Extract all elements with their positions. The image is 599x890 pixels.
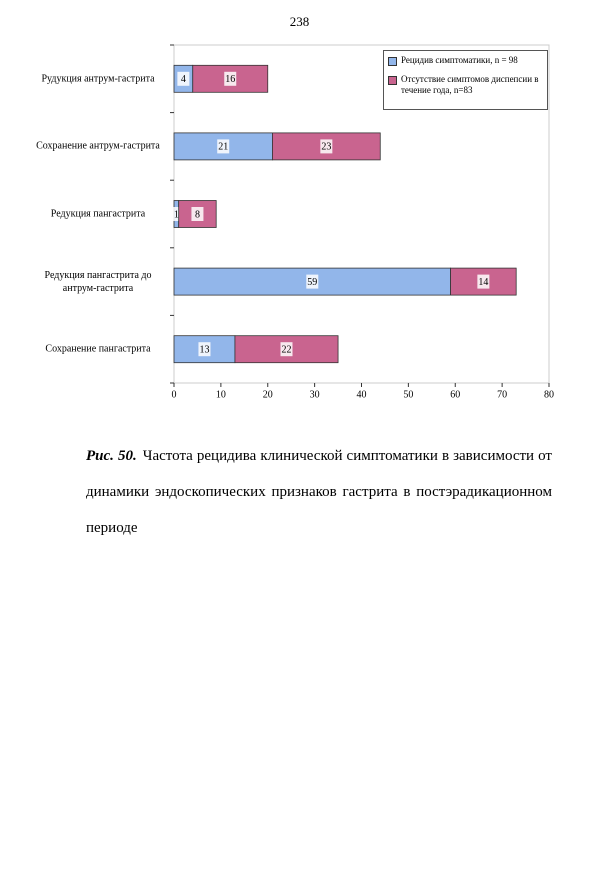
x-tick-label: 0: [172, 389, 177, 400]
legend-swatch: [388, 57, 397, 66]
data-label: 13: [199, 344, 209, 355]
legend: Рецидив симптоматики, n = 98 Отсутствие с…: [383, 50, 548, 110]
legend-swatch: [388, 76, 397, 85]
data-label: 16: [225, 74, 235, 85]
data-label-box: [320, 139, 333, 154]
data-label-box: [191, 207, 204, 221]
data-label-box: [224, 71, 237, 86]
x-tick-label: 50: [403, 389, 413, 400]
data-label: 14: [478, 277, 488, 288]
legend-label: Рецидив симптоматики, n = 98: [401, 55, 518, 65]
data-label-box: [217, 139, 230, 154]
chart: 0 10 20 30 40 50 60 70 80 4 16 21 23 1 8 59 14 13 22: [170, 44, 554, 400]
data-label-box: [306, 274, 319, 289]
data-label: 23: [321, 142, 331, 153]
data-label-box: [198, 342, 211, 357]
caption-text: Частота рецидива клинической симптоматик…: [86, 448, 552, 536]
caption: Рис. 50. Частота рецидива клинической сим…: [86, 438, 552, 546]
legend-entry: Отсутствие симптомов диспепсии в течение…: [388, 74, 543, 96]
x-tick-label: 70: [497, 389, 507, 400]
x-tick-label: 20: [263, 389, 273, 400]
data-label-box: [280, 342, 293, 357]
legend-entry: Рецидив симптоматики, n = 98: [388, 55, 543, 66]
data-label-box: [477, 274, 490, 289]
page-number: 238: [289, 14, 310, 29]
data-label: 1: [174, 209, 179, 220]
x-tick-label: 60: [450, 389, 460, 400]
x-tick-label: 30: [310, 389, 320, 400]
category-label: Редукция пангастрита: [50, 208, 146, 220]
data-label: 59: [307, 277, 317, 288]
data-label-box: [177, 71, 190, 86]
x-tick-label: 40: [357, 389, 367, 400]
x-tick-label: 10: [216, 389, 226, 400]
x-tick-label: 80: [544, 389, 554, 400]
category-label: Редукция пангастрита до антрум-гастрита: [44, 269, 152, 294]
category-label: Сохранение пангастрита: [45, 343, 151, 355]
caption-label: Рис. 50.: [86, 448, 137, 464]
category-label: Сохранение антрум-гастрита: [36, 140, 160, 152]
data-label: 21: [218, 142, 228, 153]
data-label: 8: [195, 209, 200, 220]
category-label: Рудукция антрум-гастрита: [41, 73, 155, 85]
data-label: 4: [181, 74, 186, 85]
data-label: 22: [282, 344, 292, 355]
legend-label: Отсутствие симптомов диспепсии в течение…: [401, 74, 539, 95]
